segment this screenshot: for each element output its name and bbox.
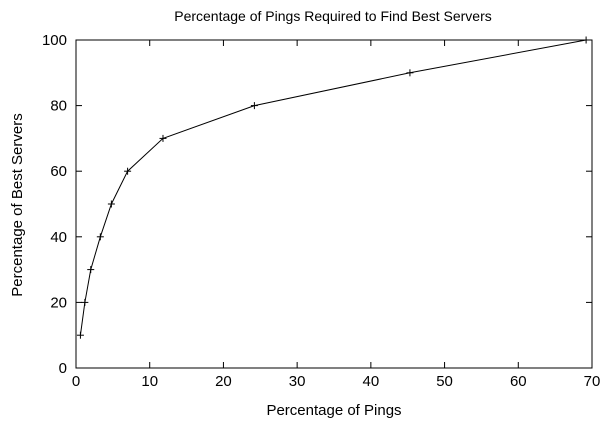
y-tick-label: 0 [59, 360, 67, 377]
data-point [76, 331, 84, 339]
data-point [159, 134, 167, 142]
x-tick-label: 30 [289, 373, 306, 390]
plot-area [75, 39, 593, 369]
data-point [406, 69, 414, 77]
y-tick-label: 20 [50, 294, 67, 311]
data-point [81, 298, 89, 306]
x-tick-label: 10 [141, 373, 158, 390]
data-point [250, 102, 258, 110]
x-tick-label: 50 [436, 373, 453, 390]
x-tick-label: 0 [72, 373, 80, 390]
y-axis-label: Percentage of Best Servers [9, 113, 26, 296]
data-point [582, 36, 590, 44]
y-tick-label: 100 [42, 32, 67, 49]
data-point [124, 167, 132, 175]
chart-title: Percentage of Pings Required to Find Bes… [174, 8, 492, 24]
x-tick-label: 20 [215, 373, 232, 390]
data-point [107, 200, 115, 208]
data-point [87, 266, 95, 274]
y-axis: 0 20 40 60 80 100 [42, 32, 592, 377]
y-tick-label: 80 [50, 98, 67, 115]
x-tick-label: 70 [584, 373, 601, 390]
data-point [96, 233, 104, 241]
y-tick-label: 60 [50, 163, 67, 180]
y-tick-label: 40 [50, 229, 67, 246]
x-tick-label: 40 [363, 373, 380, 390]
series-points [76, 36, 590, 339]
x-axis: 0 10 20 30 40 50 60 70 [72, 40, 601, 390]
x-tick-label: 60 [510, 373, 527, 390]
x-axis-label: Percentage of Pings [266, 402, 401, 419]
series-line [79, 39, 587, 336]
